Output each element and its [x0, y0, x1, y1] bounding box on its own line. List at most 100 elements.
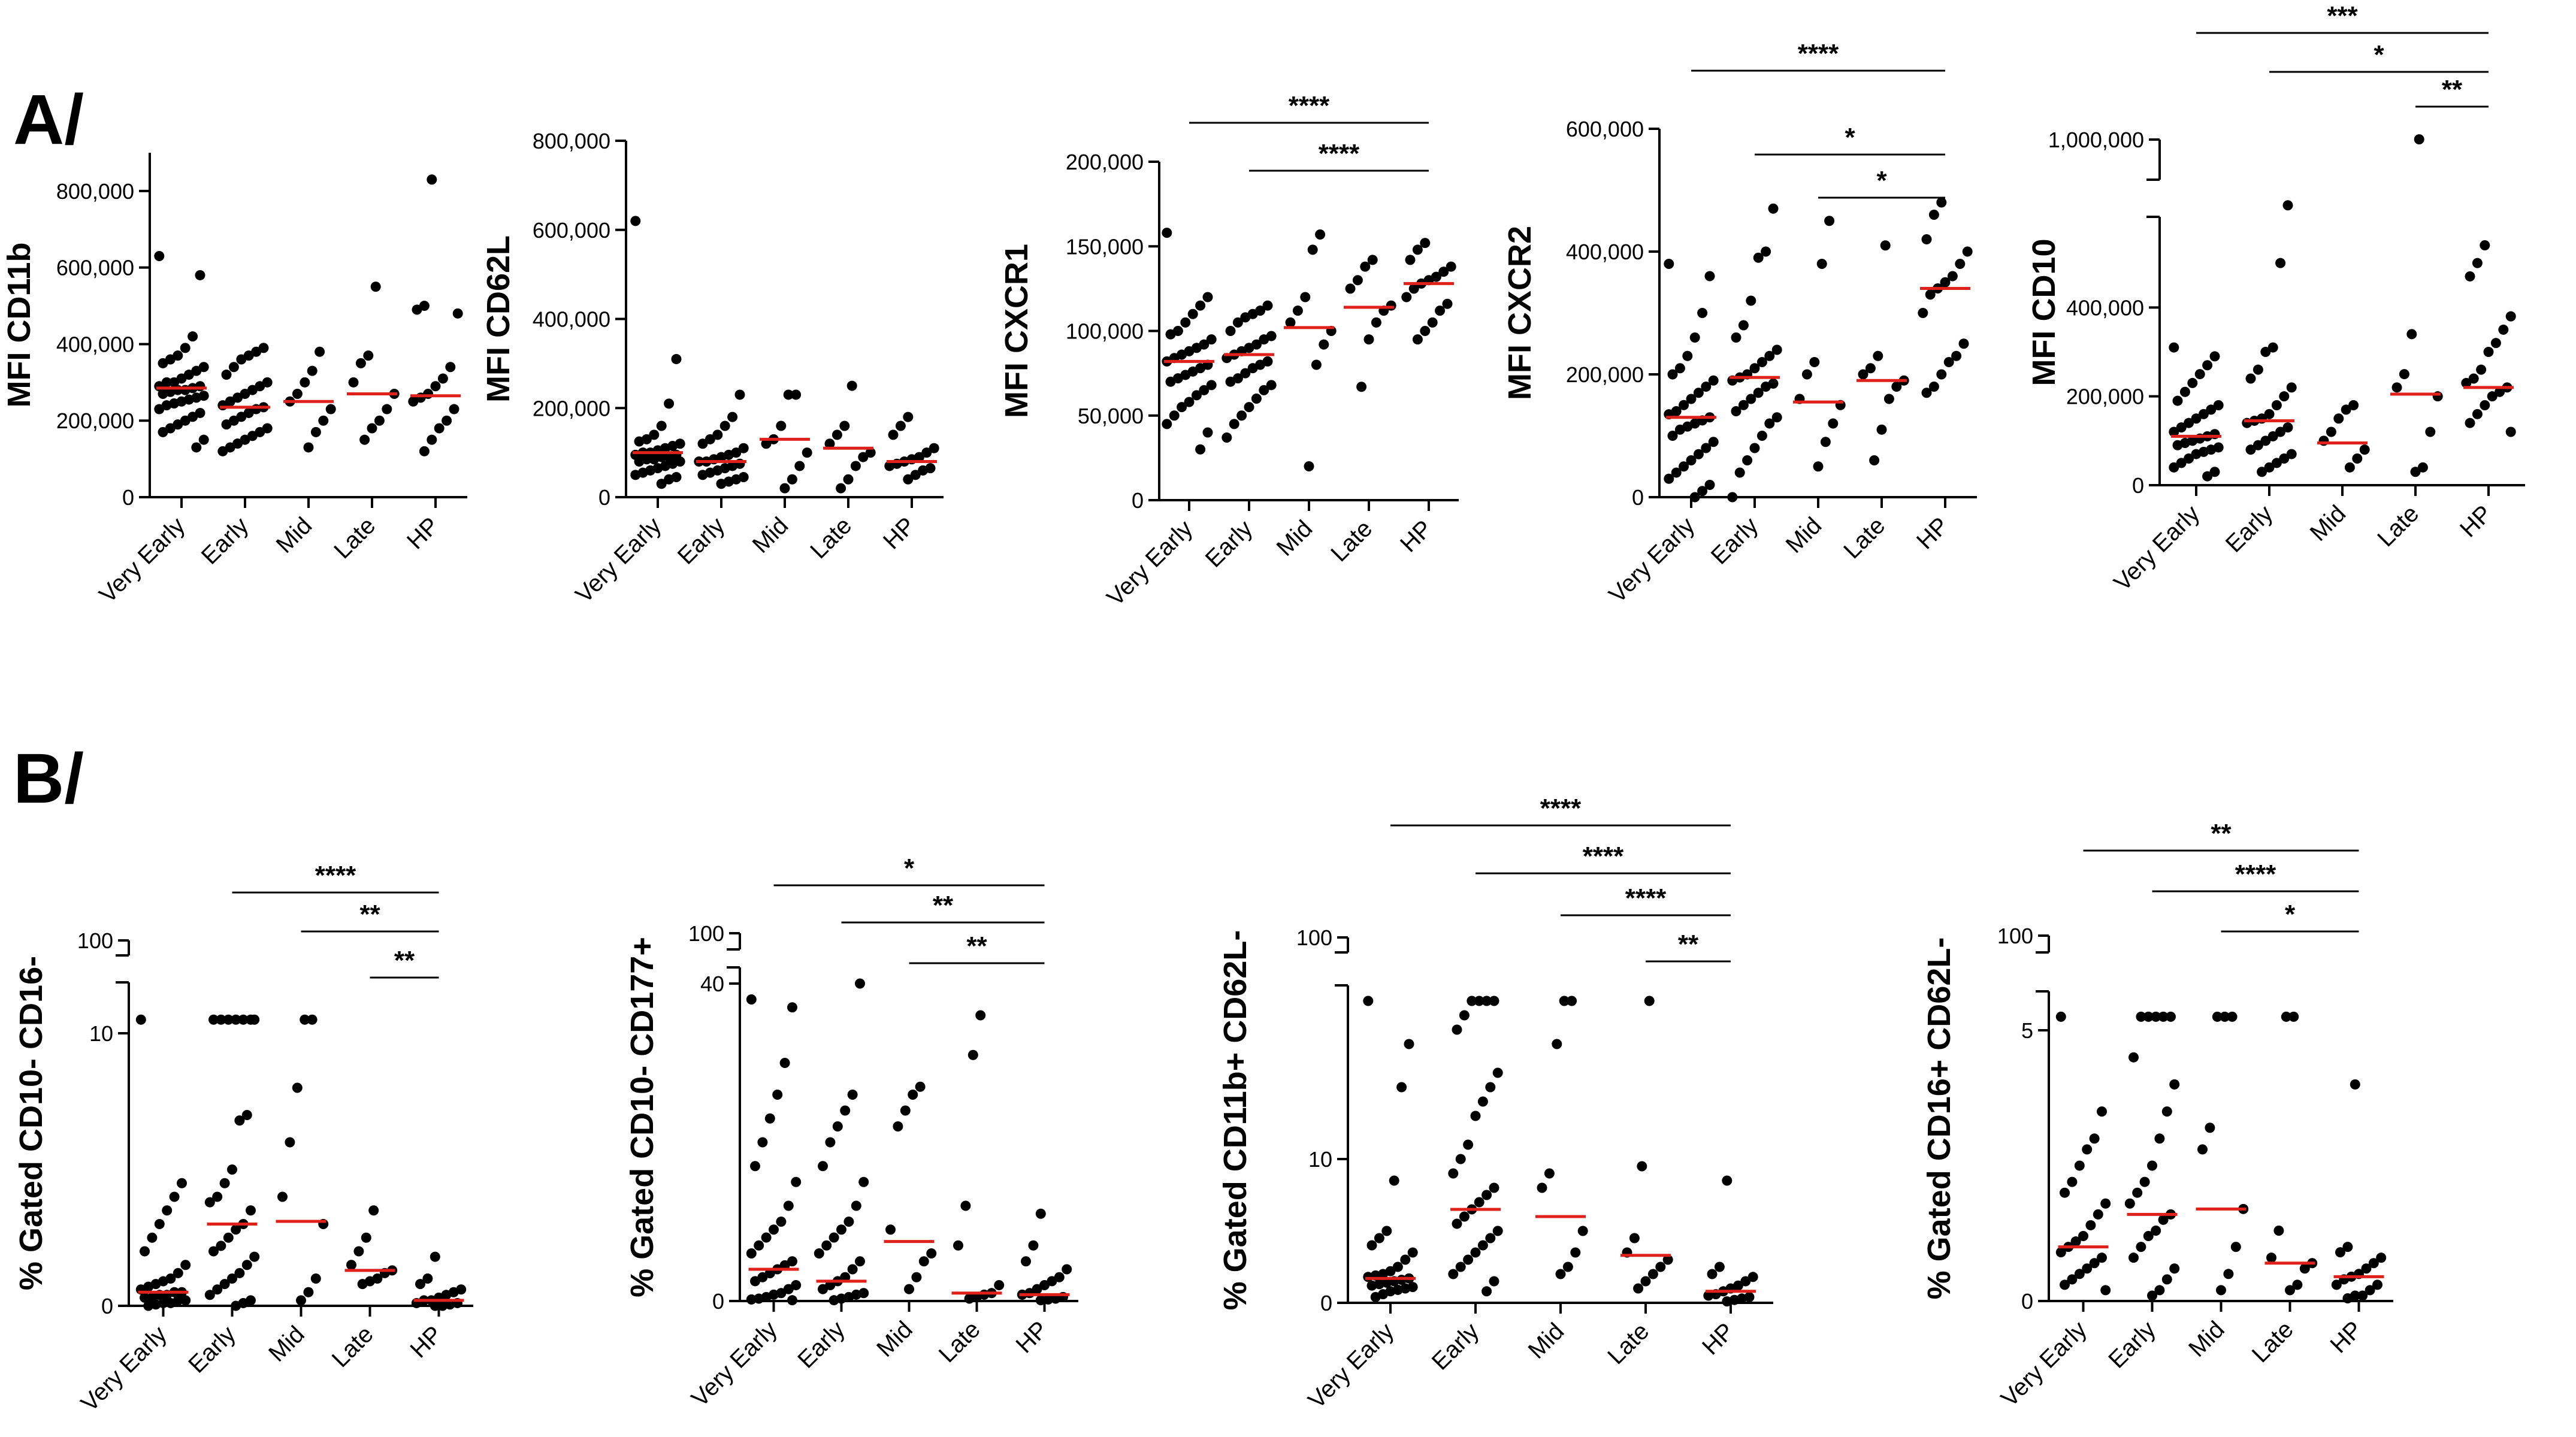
x-tick-label-3: Late [934, 1316, 985, 1368]
y-axis-title: MFI CD11b [1, 242, 37, 407]
y-tick-label-2: 400,000 [1566, 240, 1644, 264]
data-point [1319, 339, 1329, 350]
data-point [964, 1293, 975, 1304]
data-point [1749, 443, 1760, 453]
data-point [2495, 386, 2505, 397]
data-point [1467, 996, 1477, 1006]
data-point [1420, 326, 1431, 336]
data-point [1701, 443, 1712, 453]
data-point [1771, 344, 1782, 355]
data-point [2365, 1285, 2375, 1296]
x-tick-label-2: Mid [1523, 1318, 1570, 1364]
panel-label-b: B/ [13, 739, 84, 818]
data-point [1222, 432, 1232, 443]
x-tick-label-2: Mid [271, 512, 318, 558]
data-point [1667, 369, 1678, 380]
y-tick-label-0: 0 [712, 1289, 724, 1314]
y-tick-label-1: 200,000 [2066, 385, 2144, 409]
data-point [1667, 431, 1678, 441]
data-point [1367, 255, 1378, 265]
data-point [1753, 388, 1764, 398]
x-tick-label-3: Late [805, 512, 857, 564]
data-point [847, 1090, 858, 1100]
data-point [1259, 334, 1269, 345]
data-point [2465, 418, 2475, 428]
data-point [2089, 1258, 2100, 1269]
data-point [664, 474, 675, 485]
panel-label-a: A/ [13, 80, 84, 159]
y-tick-label-1: 40 [700, 972, 724, 996]
data-point [325, 404, 336, 415]
data-point [180, 343, 191, 353]
data-point [221, 419, 232, 430]
data-point [228, 362, 239, 373]
data-point [2281, 1011, 2291, 1022]
x-tick-label-4: HP [1697, 1318, 1739, 1360]
data-point [1455, 1154, 1466, 1164]
data-point [2285, 1285, 2295, 1296]
x-tick-label-1: Early [196, 512, 254, 570]
data-point [1820, 437, 1831, 447]
data-point [1459, 1211, 1470, 1222]
data-point [434, 423, 445, 434]
data-point [169, 377, 180, 388]
data-point [761, 1232, 772, 1243]
data-point [929, 443, 939, 453]
data-point [855, 978, 865, 989]
data-point [1442, 298, 1453, 309]
data-point [427, 434, 437, 445]
data-point [1921, 234, 1932, 244]
data-point [832, 429, 842, 440]
data-point [195, 270, 205, 280]
data-point [2391, 382, 2402, 393]
y-tick-label-2: 100 [1296, 925, 1332, 950]
data-point [727, 412, 738, 422]
data-point [885, 1224, 896, 1235]
x-tick-label-2: Mid [872, 1316, 918, 1362]
data-point [2267, 431, 2278, 441]
data-point [1452, 1218, 1462, 1229]
significance-label-3: ** [1678, 930, 1699, 959]
data-point [1936, 369, 1947, 380]
data-point [246, 1205, 256, 1216]
data-point [1697, 308, 1708, 318]
x-tick-label-4: HP [878, 512, 920, 554]
data-point [2483, 347, 2494, 357]
data-point [370, 282, 381, 292]
data-point [2344, 462, 2355, 473]
data-point [1637, 1161, 1647, 1172]
data-point [1162, 419, 1172, 429]
data-point [221, 370, 232, 380]
x-tick-label-0: Very Early [1996, 1316, 2092, 1412]
data-point [2406, 329, 2417, 340]
data-point [2067, 1176, 2078, 1187]
data-point [2082, 1263, 2093, 1274]
data-point [1629, 1233, 1640, 1244]
y-axis-title: % Gated CD11b+ CD62L- [1217, 930, 1253, 1311]
data-point [1671, 467, 1682, 478]
significance-label-2: * [2285, 900, 2296, 929]
significance-label-1: **** [1583, 842, 1624, 871]
data-point [888, 429, 899, 440]
x-tick-label-3: Late [329, 512, 380, 564]
significance-label-0: **** [1540, 794, 1582, 823]
data-point [2128, 1253, 2139, 1263]
data-point [975, 1010, 986, 1021]
data-point [911, 1272, 922, 1282]
data-point [2161, 1106, 2172, 1117]
data-point [2227, 1011, 2238, 1022]
y-tick-label-4: 800,000 [533, 129, 610, 153]
data-point [231, 1014, 241, 1025]
data-point [2279, 453, 2290, 464]
data-point [858, 452, 869, 462]
data-point [1244, 402, 1254, 413]
data-point [1686, 394, 1697, 404]
data-point [1704, 480, 1715, 490]
data-point [858, 1176, 869, 1187]
data-point [2161, 1274, 2172, 1285]
data-point [1708, 437, 1719, 447]
data-point [1401, 292, 1412, 302]
x-tick-label-4: HP [2325, 1316, 2367, 1358]
data-point [2487, 391, 2498, 402]
data-point [1962, 246, 1973, 257]
